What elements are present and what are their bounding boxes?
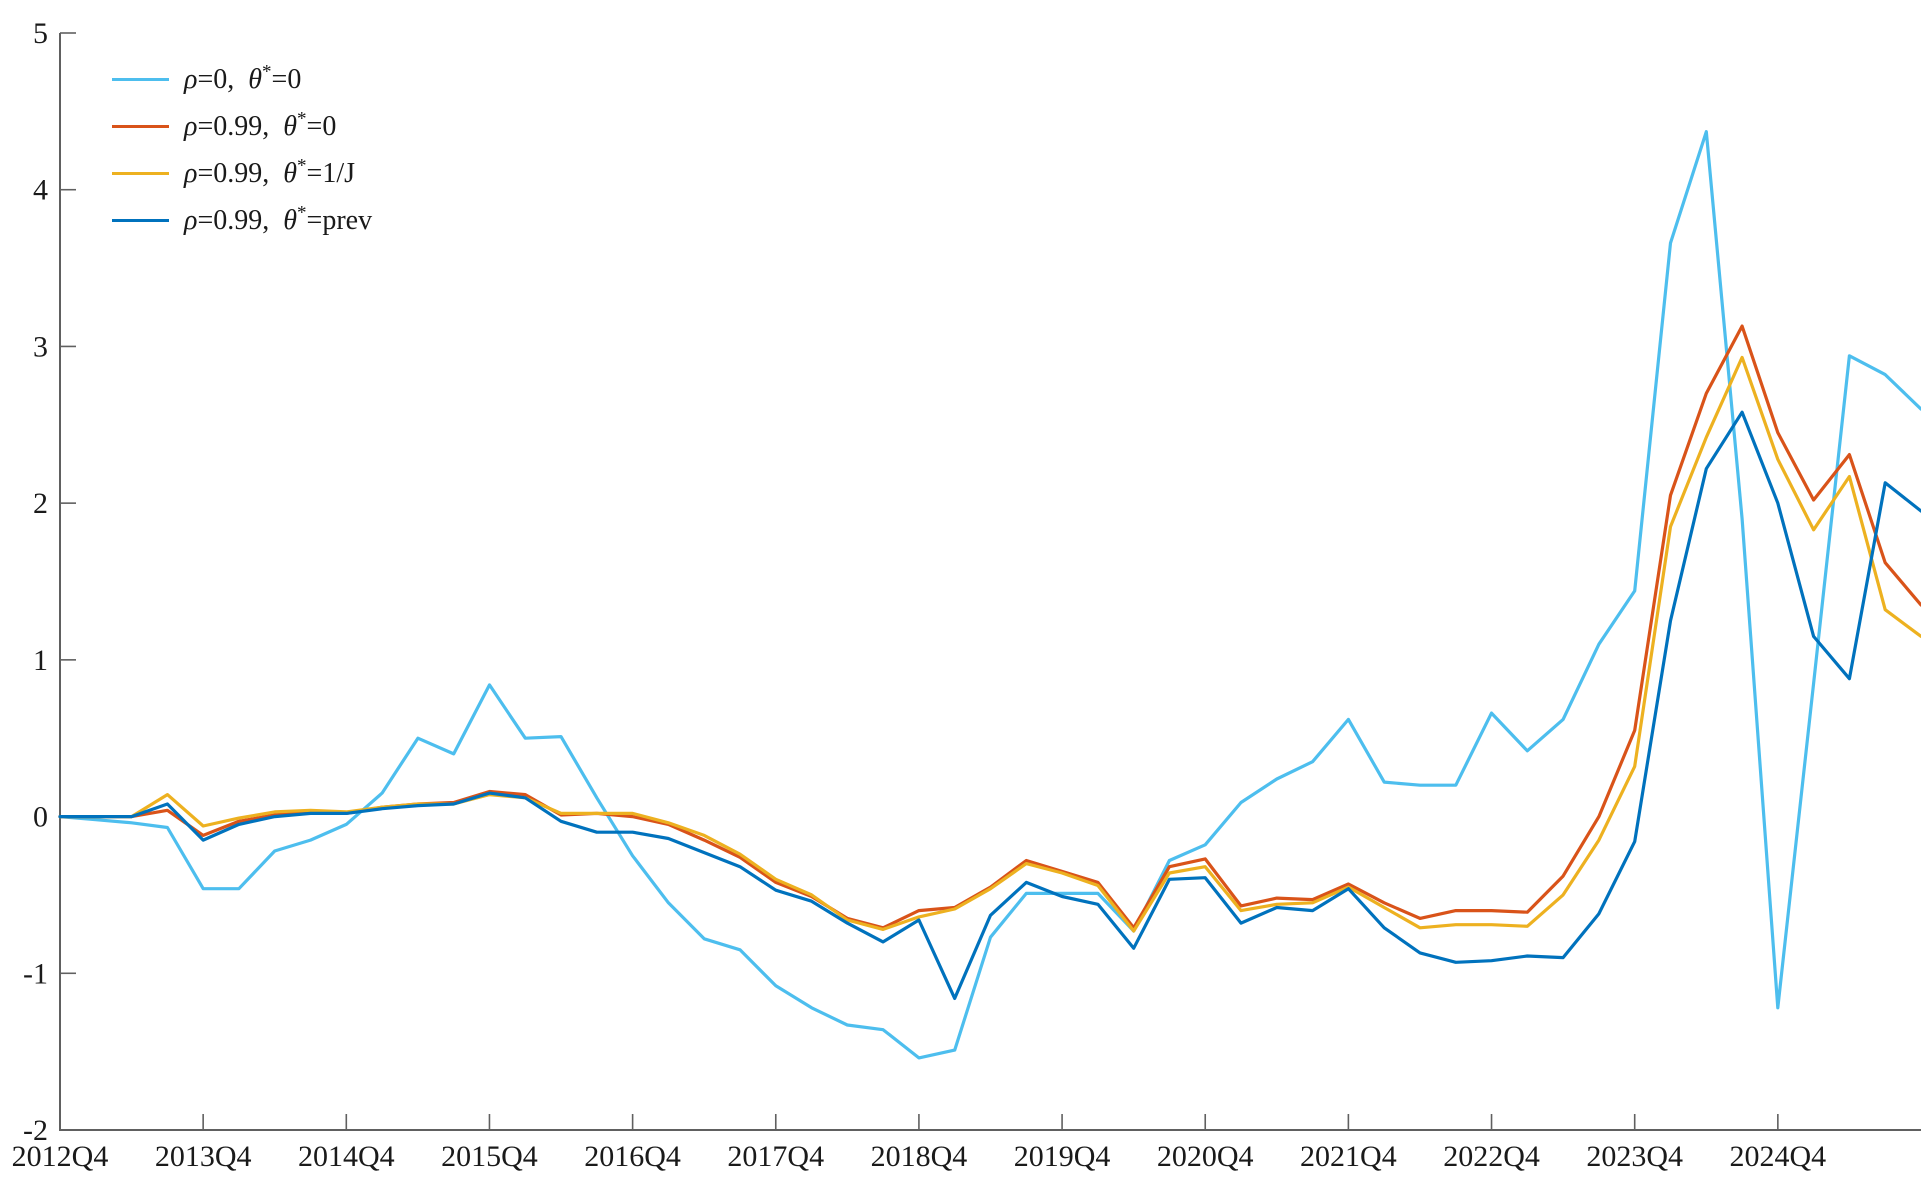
x-tick-label: 2021Q4 <box>1300 1140 1397 1173</box>
legend-label-rho099-theta1overJ: ρ=0.99, θ*=1/J <box>184 155 355 189</box>
legend-swatch-rho099-thetaprev <box>112 219 169 222</box>
chart-legend: ρ=0, θ*=0 ρ=0.99, θ*=0 ρ=0.99, θ*=1/J ρ=0.9… <box>112 56 372 244</box>
y-tick-label: 3 <box>33 330 48 363</box>
series-line-rho099-thetaprev <box>58 410 1921 1001</box>
y-tick-label: -2 <box>23 1114 48 1147</box>
x-tick-label: 2018Q4 <box>871 1140 968 1173</box>
series-line-rho099-theta1overJ <box>58 355 1921 933</box>
y-tick-label: 1 <box>33 644 48 677</box>
legend-label-rho0-theta0: ρ=0, θ*=0 <box>184 61 302 95</box>
x-tick-label: 2023Q4 <box>1586 1140 1683 1173</box>
legend-entry-rho0-theta0: ρ=0, θ*=0 <box>112 56 372 103</box>
legend-entry-rho099-theta1overJ: ρ=0.99, θ*=1/J <box>112 150 372 197</box>
legend-label-rho099-thetaprev: ρ=0.99, θ*=prev <box>184 202 373 236</box>
x-tick-label: 2022Q4 <box>1443 1140 1540 1173</box>
series-line-rho099-theta0 <box>58 324 1921 930</box>
x-tick-label: 2019Q4 <box>1014 1140 1111 1173</box>
x-tick-label: 2015Q4 <box>441 1140 538 1173</box>
legend-entry-rho099-thetaprev: ρ=0.99, θ*=prev <box>112 197 372 244</box>
x-tick-label: 2024Q4 <box>1730 1140 1827 1173</box>
y-tick-label: 4 <box>33 174 48 207</box>
series-line-rho0-theta0 <box>58 130 1921 1060</box>
x-tick-label: 2016Q4 <box>584 1140 681 1173</box>
x-tick-label: 2013Q4 <box>155 1140 252 1173</box>
x-tick-label: 2017Q4 <box>727 1140 824 1173</box>
x-tick-label: 2012Q4 <box>12 1140 109 1173</box>
legend-swatch-rho099-theta1overJ <box>112 172 169 175</box>
legend-swatch-rho0-theta0 <box>112 78 169 81</box>
legend-label-rho099-theta0: ρ=0.99, θ*=0 <box>184 108 337 142</box>
y-tick-label: 2 <box>33 487 48 520</box>
y-tick-label: 5 <box>33 17 48 50</box>
legend-swatch-rho099-theta0 <box>112 125 169 128</box>
x-tick-label: 2014Q4 <box>298 1140 395 1173</box>
x-tick-label: 2020Q4 <box>1157 1140 1254 1173</box>
y-tick-label: -1 <box>23 957 48 990</box>
legend-entry-rho099-theta0: ρ=0.99, θ*=0 <box>112 103 372 150</box>
y-tick-label: 0 <box>33 801 48 834</box>
